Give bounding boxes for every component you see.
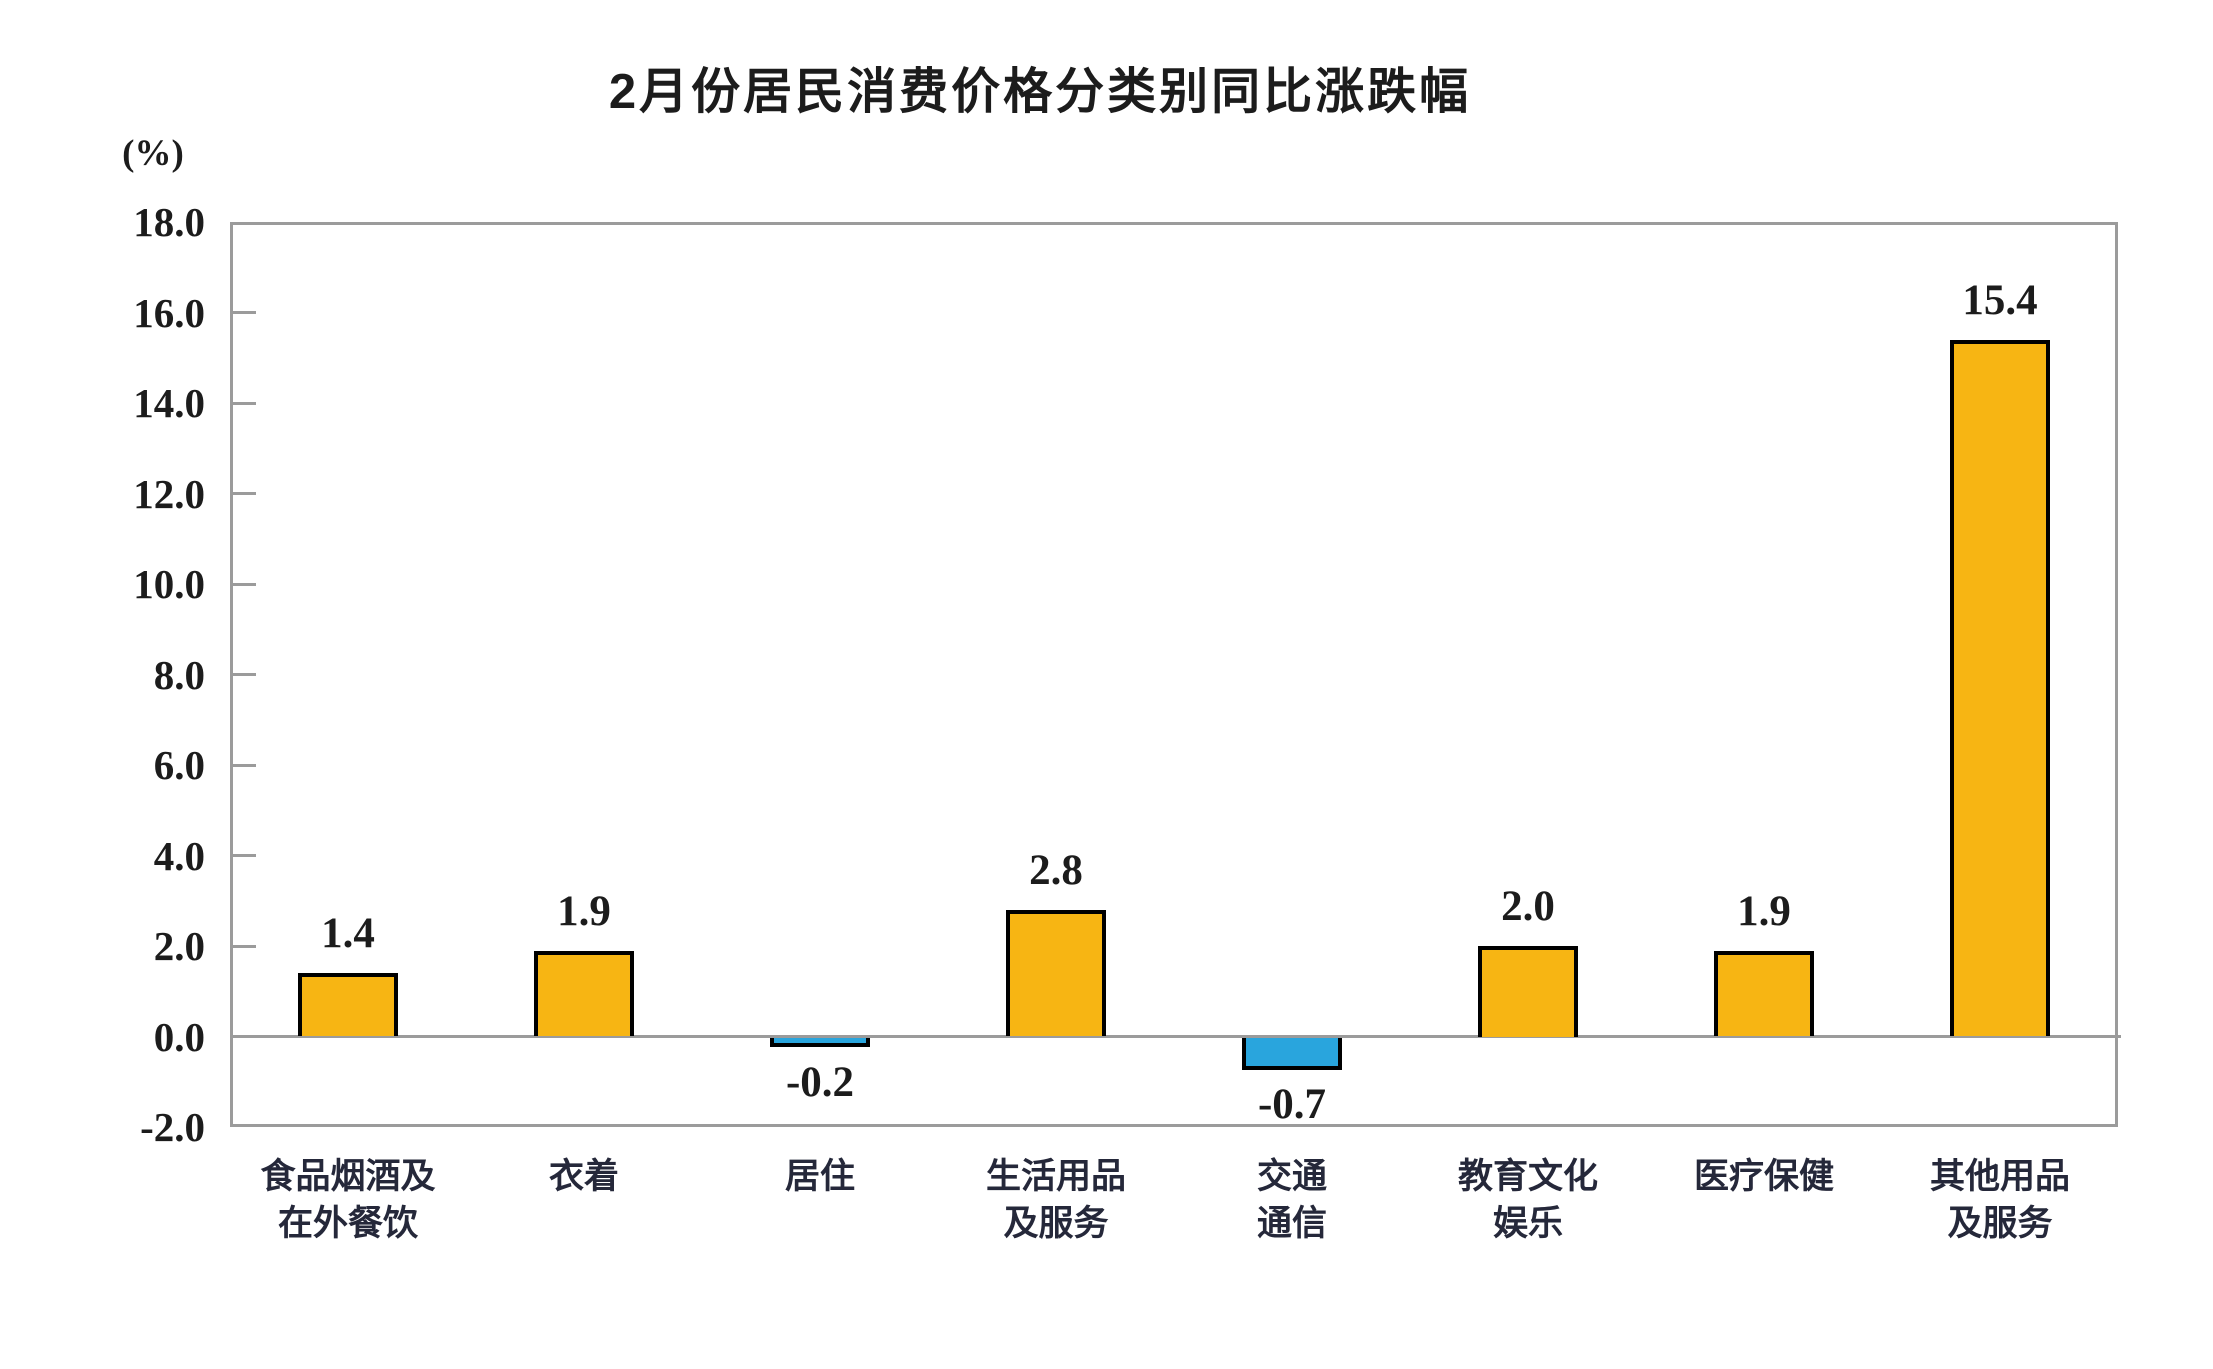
x-axis-category-label-line: 通信 [1256, 1204, 1327, 1243]
bar [1478, 946, 1578, 1037]
y-axis-tick-label: 10.0 [133, 561, 205, 607]
x-axis-category-label-line: 在外餐饮 [277, 1204, 418, 1243]
bar-value-label: 1.9 [1737, 887, 1791, 935]
y-axis-unit-label: (%) [122, 133, 184, 174]
bar [1950, 339, 2050, 1037]
x-axis-category-label-line: 及服务 [1947, 1204, 2053, 1243]
y-axis-tick-label: 0.0 [153, 1013, 205, 1060]
y-axis-tick-mark [233, 944, 256, 948]
y-axis-tick-label: 2.0 [153, 923, 205, 969]
bar-value-label: 1.9 [557, 887, 611, 935]
y-axis-tick-label: 16.0 [133, 289, 205, 336]
y-axis-tick-mark [233, 673, 256, 676]
x-axis-category-label: 食品烟酒及 在外餐饮 [230, 1153, 466, 1247]
y-axis-tick-label: 12.0 [133, 470, 205, 517]
y-axis-tick-mark [233, 492, 256, 495]
x-axis-category-label-line: 教育文化 [1457, 1157, 1598, 1196]
bar-value-label: -0.7 [1257, 1081, 1327, 1129]
y-axis-tick-mark [233, 582, 256, 586]
y-axis-tick-mark [233, 854, 256, 857]
y-axis-tick-label: 4.0 [153, 832, 205, 879]
x-axis-category-label: 居住 [702, 1153, 938, 1200]
y-axis-tick-label: 6.0 [153, 742, 205, 788]
x-axis-category-label-line: 居住 [784, 1157, 855, 1196]
bar [1006, 909, 1106, 1037]
bar-value-label: 2.0 [1501, 883, 1555, 930]
plot-area [230, 222, 2118, 1127]
x-axis-category-label: 其他用品 及服务 [1882, 1153, 2118, 1247]
bar-value-label: 2.8 [1029, 846, 1083, 894]
bar-value-label: 1.4 [321, 910, 375, 958]
y-axis-tick-label: -2.0 [140, 1104, 205, 1150]
x-axis-category-label-line: 生活用品 [985, 1157, 1126, 1196]
bar [1714, 950, 1814, 1037]
chart-title: 2月份居民消费价格分类别同比涨跌幅 [608, 65, 1472, 119]
bar [298, 973, 398, 1037]
bar [770, 1038, 870, 1048]
x-axis-category-label: 生活用品 及服务 [938, 1153, 1174, 1247]
x-axis-category-label-line: 交通 [1256, 1157, 1327, 1196]
y-axis-tick-mark [233, 763, 256, 767]
y-axis-tick-label: 14.0 [133, 380, 205, 426]
bar [534, 950, 634, 1037]
x-axis-category-label-line: 娱乐 [1492, 1204, 1563, 1243]
zero-baseline [230, 1035, 2121, 1038]
x-axis-category-label: 衣着 [466, 1153, 702, 1200]
x-axis-category-label-line: 食品烟酒及 [260, 1157, 436, 1196]
y-axis-tick-label: 18.0 [133, 199, 205, 245]
bar-value-label: -0.2 [785, 1058, 855, 1106]
x-axis-category-label: 教育文化 娱乐 [1410, 1153, 1646, 1247]
x-axis-category-label-line: 医疗保健 [1693, 1157, 1834, 1196]
x-axis-category-label-line: 衣着 [548, 1157, 619, 1196]
y-axis-tick-label: 8.0 [153, 651, 205, 698]
bar [1242, 1038, 1342, 1070]
x-axis-category-label-line: 及服务 [1003, 1204, 1109, 1243]
x-axis-category-label: 交通 通信 [1174, 1153, 1410, 1247]
y-axis-tick-mark [233, 401, 256, 405]
y-axis-tick-mark [233, 311, 256, 314]
x-axis-category-label-line: 其他用品 [1929, 1157, 2070, 1196]
bar-value-label: 15.4 [1962, 276, 2038, 324]
x-axis-category-label: 医疗保健 [1646, 1153, 1882, 1200]
